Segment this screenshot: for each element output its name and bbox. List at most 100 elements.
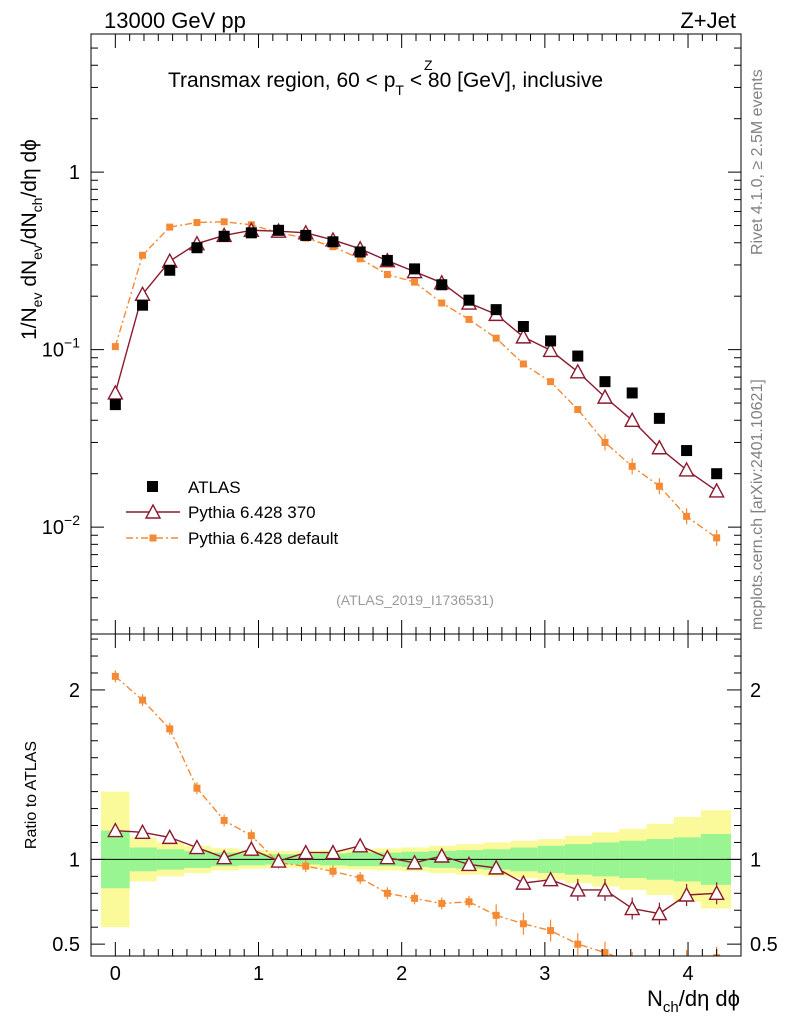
ratio-p370-point <box>243 840 260 856</box>
legend-pdefault-label: Pythia 6.428 default <box>188 529 339 548</box>
ratio-p370-point <box>651 905 668 921</box>
ratio-pdefault-point <box>247 832 255 840</box>
ratio-pdefault-point <box>601 949 609 956</box>
p370-point <box>569 363 586 379</box>
legend-pdefault-marker <box>149 534 157 542</box>
ratio-pdefault-point <box>492 911 500 919</box>
p370-point <box>596 388 614 404</box>
ratio-pdefault-point <box>547 927 555 935</box>
side-label-bottom: mcplots.cern.ch [arXiv:2401.10621] <box>749 379 766 630</box>
ratio-series-group <box>107 670 725 966</box>
atlas-point <box>381 254 393 266</box>
atlas-point <box>572 350 584 362</box>
title-pre: Transmax region, 60 < p <box>168 69 395 92</box>
ratio-p370-point <box>351 837 369 853</box>
main-title: Transmax region, 60 < pT < 80 [GeV], inc… <box>168 69 603 98</box>
atlas-point <box>545 335 557 347</box>
ratio-p370-point <box>161 828 178 845</box>
x-tick-label: 3 <box>539 963 550 985</box>
atlas-point <box>137 299 149 311</box>
p370-point <box>651 439 668 455</box>
x-tick-label: 1 <box>253 963 264 985</box>
pdefault-point <box>166 223 174 231</box>
ratio-marks <box>107 670 725 966</box>
pdefault-point <box>411 278 419 286</box>
ratio-pdefault-point <box>111 672 119 680</box>
x-tick-label: 2 <box>396 963 407 985</box>
ratio-p370-point <box>488 859 505 875</box>
ratio-p370-point <box>433 847 450 863</box>
ratio-p370-point <box>406 854 423 870</box>
main-xticks <box>114 34 718 634</box>
ratio-p370-point <box>270 852 287 868</box>
ratio-p370-point <box>624 900 641 916</box>
atlas-point <box>681 445 693 457</box>
atlas-point <box>273 224 285 236</box>
ratio-pdefault-point <box>383 889 391 897</box>
ratio-pdefault-point <box>220 816 228 824</box>
ratio-p370-point <box>515 874 532 890</box>
legend: ATLAS Pythia 6.428 370 Pythia 6.428 defa… <box>126 478 339 548</box>
ratio-p370-point <box>297 844 314 860</box>
atlas-point <box>327 236 339 248</box>
ratio-pdefault-point <box>629 959 636 966</box>
ratio-p370-point <box>596 881 614 897</box>
title-post: < 80 [GeV], inclusive <box>404 69 603 92</box>
pdefault-point <box>111 343 119 351</box>
ratio-p370-point <box>324 844 342 860</box>
title-sub: T <box>395 82 404 98</box>
pdefault-point <box>220 218 228 226</box>
pdefault-point <box>383 271 391 279</box>
ratio-y-tick-label-left: 1 <box>69 849 80 871</box>
ratio-p370-point <box>569 881 586 897</box>
ratio-pdefault-point <box>139 696 147 704</box>
p370-point <box>542 341 559 358</box>
atlas-point <box>164 264 176 276</box>
atlas-point <box>463 294 475 306</box>
atlas-point <box>626 387 638 399</box>
pdefault-point <box>139 251 147 259</box>
atlas-point <box>191 242 203 254</box>
ratio-pdefault-point <box>302 862 310 870</box>
ratio-pdefault-point <box>656 958 663 965</box>
p370-point <box>708 482 725 498</box>
ratio-frame <box>90 633 742 957</box>
pdefault-point <box>547 378 555 386</box>
side-label-top: Rivet 4.1.0, ≥ 2.5M events <box>749 69 766 255</box>
ratio-pdefault-point <box>519 920 527 928</box>
main-y-axis-label: 1/Nev dNev/dNch/dη dϕ <box>18 139 45 340</box>
p370-point <box>515 328 532 344</box>
ratio-pdefault-point <box>329 867 337 875</box>
title-sup: Z <box>424 57 433 73</box>
atlas-point <box>354 246 366 258</box>
pdefault-point <box>683 512 691 520</box>
ratio-pdefault-point <box>166 725 174 733</box>
ratio-y-tick-label-right: 2 <box>750 680 761 702</box>
ratio-y-tick-label-left: 2 <box>69 680 80 702</box>
pdefault-point <box>193 219 201 227</box>
analysis-id-annotation: (ATLAS_2019_I1736531) <box>336 592 494 608</box>
atlas-point <box>599 376 611 388</box>
ratio-yticks: 0.5 0.5 1 1 2 2 <box>52 638 778 956</box>
ratio-p370-point <box>215 849 233 865</box>
y-tick-label: 10−1 <box>42 335 80 362</box>
atlas-point <box>711 468 723 480</box>
main-marks <box>107 218 725 546</box>
pdefault-point <box>438 299 446 307</box>
pdefault-point <box>519 360 527 368</box>
legend-atlas-label: ATLAS <box>188 478 241 497</box>
ratio-pdefault-line <box>114 675 617 956</box>
header-right-label: Z+Jet <box>680 8 736 33</box>
atlas-point <box>409 263 421 275</box>
pdefault-point <box>601 438 609 446</box>
legend-p370-label: Pythia 6.428 370 <box>188 503 316 522</box>
ratio-y-tick-label-left: 0.5 <box>52 934 80 956</box>
y-tick-label: 1 <box>69 162 80 184</box>
ratio-pdefault-point <box>356 874 364 882</box>
pdefault-point <box>655 482 663 490</box>
main-panel: 10−2 10−1 1 Transmax region, 60 < pT < 80 … <box>18 33 742 635</box>
x-tick-label: 4 <box>682 963 693 985</box>
atlas-point <box>218 230 230 242</box>
ratio-panel: 0.5 0.5 1 1 2 2 0 1 2 3 4 Ratio to ATLAS Nch/dη d… <box>23 633 778 1016</box>
